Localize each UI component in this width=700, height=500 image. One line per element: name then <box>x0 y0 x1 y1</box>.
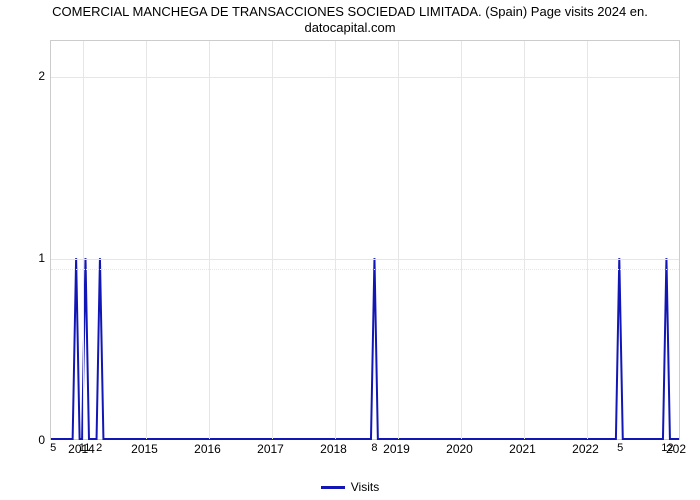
data-point-label: 5 <box>50 442 56 454</box>
x-tick-label: 2018 <box>320 442 347 456</box>
legend-swatch <box>321 486 345 489</box>
vgrid-line <box>398 41 399 439</box>
vgrid-line <box>335 41 336 439</box>
vgrid-line <box>146 41 147 439</box>
chart-title: COMERCIAL MANCHEGA DE TRANSACCIONES SOCI… <box>0 0 700 35</box>
x-tick-label: 2020 <box>446 442 473 456</box>
x-tick-label: 2016 <box>194 442 221 456</box>
y-tick-label: 2 <box>5 69 45 83</box>
x-tick-label: 2015 <box>131 442 158 456</box>
title-line-2: datocapital.com <box>304 20 395 35</box>
data-point-label: 8 <box>371 442 377 454</box>
plot-area <box>50 40 680 440</box>
vgrid-line <box>83 41 84 439</box>
data-point-label: 12 <box>661 442 673 454</box>
y-tick-label: 0 <box>5 433 45 447</box>
legend-label: Visits <box>351 480 379 494</box>
data-point-label: 5 <box>617 442 623 454</box>
legend: Visits <box>0 479 700 494</box>
data-point-label: 2 <box>96 442 102 454</box>
x-tick-label: 2021 <box>509 442 536 456</box>
chart-container: COMERCIAL MANCHEGA DE TRANSACCIONES SOCI… <box>0 0 700 500</box>
vgrid-line <box>524 41 525 439</box>
x-tick-label: 2019 <box>383 442 410 456</box>
x-tick-label: 2017 <box>257 442 284 456</box>
x-tick-label: 2022 <box>572 442 599 456</box>
vgrid-line <box>461 41 462 439</box>
vgrid-line <box>209 41 210 439</box>
data-point-label: 11 <box>79 442 90 454</box>
vgrid-line <box>587 41 588 439</box>
vgrid-line <box>272 41 273 439</box>
y-tick-label: 1 <box>5 251 45 265</box>
title-line-1: COMERCIAL MANCHEGA DE TRANSACCIONES SOCI… <box>52 4 648 19</box>
